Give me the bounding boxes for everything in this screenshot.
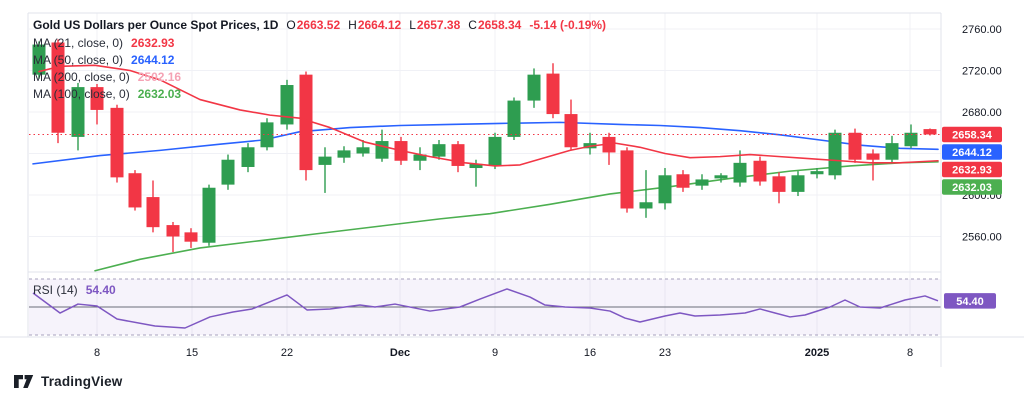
candle-body (280, 85, 294, 125)
time-axis-label: 16 (584, 347, 596, 359)
candle-body (753, 160, 767, 182)
candle-body (51, 42, 65, 133)
time-axis-label: 2025 (805, 347, 829, 359)
candle-body (923, 129, 937, 135)
candle-body (639, 202, 653, 209)
price-badge (942, 144, 1002, 160)
ohlc-close: C 2658.34 (468, 18, 522, 32)
candle-body (507, 100, 521, 137)
ohlc-low: L 2657.38 (409, 18, 461, 32)
candle-body (810, 171, 824, 175)
candle-body (488, 136, 502, 166)
time-axis-label: 8 (907, 347, 913, 359)
ohlc-open: O 2663.52 (286, 18, 341, 32)
ma50-line (32, 121, 939, 165)
rsi-badge (944, 293, 996, 309)
time-axis-label: 9 (492, 347, 498, 359)
candle-body (221, 159, 235, 185)
candle-body (602, 136, 616, 153)
price-axis-label: 2720.00 (962, 66, 1002, 78)
candle-body (375, 141, 389, 159)
legend-row-ma200[interactable]: MA (200, close, 0) 2502.16 (33, 70, 182, 84)
price-badge (942, 126, 1002, 143)
tradingview-logo-icon (14, 374, 34, 388)
candle-body (184, 232, 198, 242)
candle-body (676, 174, 690, 188)
price-badge-text: 2632.93 (952, 164, 992, 176)
candle-body (432, 144, 446, 157)
candle-body (546, 73, 560, 115)
price-badge (942, 179, 1002, 195)
candle-body (695, 179, 709, 186)
candle-body (260, 122, 274, 148)
ma200-value: 2502.16 (137, 70, 182, 84)
time-axis-label: 22 (281, 347, 293, 359)
ohlc-high: H 2664.12 (348, 18, 402, 32)
candle-body (733, 162, 747, 183)
tradingview-logo-link[interactable]: TradingView (14, 374, 122, 389)
price-axis-label: 2560.00 (962, 232, 1002, 244)
rsi-line (32, 288, 939, 329)
legend-row-rsi[interactable]: RSI (14) 54.40 (33, 283, 116, 297)
candle-body (413, 154, 427, 161)
rsi-badge-text: 54.40 (956, 296, 984, 308)
price-badge-text: 2632.03 (952, 182, 992, 194)
price-axis-label: 2760.00 (962, 24, 1002, 36)
tradingview-logo-text: TradingView (41, 374, 123, 389)
candle-body (564, 114, 578, 148)
candle-body (620, 150, 634, 209)
candle-body (337, 150, 351, 158)
candle-body (658, 175, 672, 204)
price-axis-label: 2680.00 (962, 107, 1002, 119)
legend-row-ma50[interactable]: MA (50, close, 0) 2644.12 (33, 53, 175, 67)
ma100-value: 2632.03 (137, 87, 182, 101)
candle-body (110, 107, 124, 178)
symbol-title: Gold US Dollars per Ounce Spot Prices, 1… (33, 18, 279, 32)
time-axis-label: 15 (186, 347, 198, 359)
candle-body (241, 147, 255, 167)
candle-body (791, 175, 805, 192)
time-axis-label: Dec (390, 347, 410, 359)
time-scale[interactable] (0, 337, 941, 367)
legend-row-ma100[interactable]: MA (100, close, 0) 2632.03 (33, 87, 182, 101)
time-axis-label: 23 (659, 347, 671, 359)
ma50-value: 2644.12 (131, 53, 175, 67)
candle-body (318, 156, 332, 165)
candle-body (885, 143, 899, 160)
candle-body (90, 87, 104, 110)
candle-body (128, 173, 142, 208)
candle-body (146, 197, 160, 228)
candle-body (299, 74, 313, 171)
price-badge-text: 2658.34 (952, 129, 993, 141)
candle-body (848, 132, 862, 160)
ma21-value: 2632.93 (131, 36, 175, 50)
ma100-line (94, 161, 939, 272)
candle-body (714, 175, 728, 179)
candle-body (772, 176, 786, 192)
price-badge (942, 161, 1002, 178)
candle-body (202, 187, 216, 243)
candle-body (527, 74, 541, 101)
symbol-legend-row[interactable]: Gold US Dollars per Ounce Spot Prices, 1… (33, 18, 606, 32)
candle-body (904, 132, 918, 147)
candle-body (71, 87, 85, 137)
rsi-value: 54.40 (85, 283, 116, 297)
time-axis-label: 8 (94, 347, 100, 359)
candle-body (469, 163, 483, 169)
ma21-line (38, 64, 939, 167)
ohlc-change: -5.14 (-0.19%) (529, 18, 607, 32)
candle-body (32, 44, 46, 75)
candle-body (866, 153, 880, 160)
candle-body (356, 147, 370, 154)
candle-body (166, 225, 180, 237)
price-badge-text: 2644.12 (952, 147, 992, 159)
candle-body (828, 132, 842, 176)
price-scale[interactable] (941, 0, 1024, 367)
legend-row-ma21[interactable]: MA (21, close, 0) 2632.93 (33, 36, 175, 50)
